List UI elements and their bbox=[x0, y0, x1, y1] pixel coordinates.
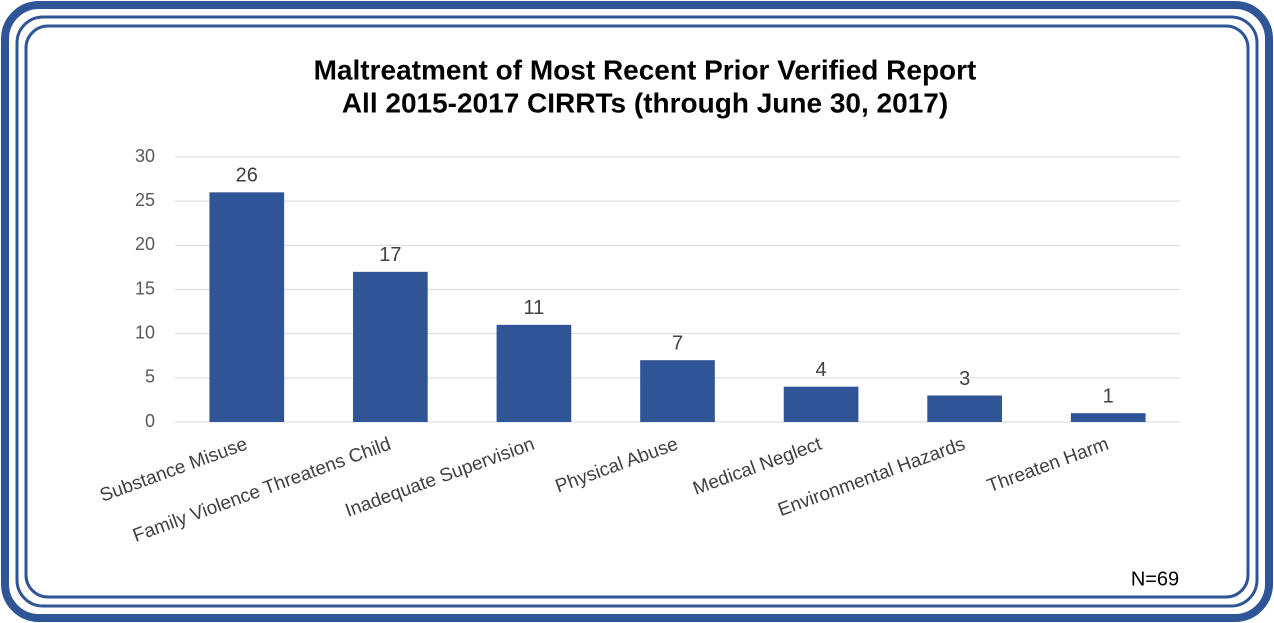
bar bbox=[1070, 413, 1146, 422]
bar bbox=[783, 386, 859, 422]
x-tick-label: Threaten Harm bbox=[984, 434, 1111, 497]
x-tick-label: Family Violence Threatens Child bbox=[130, 434, 394, 547]
y-tick-label: 30 bbox=[135, 146, 155, 166]
bar bbox=[927, 395, 1002, 422]
bar bbox=[496, 324, 572, 422]
y-tick-label: 15 bbox=[135, 278, 155, 298]
y-tick-label: 20 bbox=[135, 234, 155, 254]
y-tick-label: 0 bbox=[145, 411, 155, 431]
frame-middle bbox=[15, 15, 1259, 608]
frame-inner bbox=[24, 24, 1250, 599]
data-label: 11 bbox=[524, 297, 545, 319]
y-tick-label: 25 bbox=[135, 190, 155, 210]
annotation: N=69 bbox=[1131, 568, 1179, 590]
bar bbox=[353, 271, 428, 422]
chart-subtitle: All 2015-2017 CIRRTs (through June 30, 2… bbox=[342, 87, 948, 118]
x-tick-label: Physical Abuse bbox=[553, 434, 681, 498]
data-label: 4 bbox=[816, 359, 827, 381]
chart-title: Maltreatment of Most Recent Prior Verifi… bbox=[314, 54, 977, 85]
y-tick-label: 10 bbox=[135, 322, 155, 342]
data-label: 7 bbox=[672, 332, 683, 354]
data-label: 17 bbox=[379, 244, 401, 266]
bar bbox=[640, 360, 715, 422]
data-label: 3 bbox=[959, 368, 970, 390]
data-label: 1 bbox=[1103, 385, 1114, 407]
bar bbox=[209, 192, 285, 422]
y-tick-label: 5 bbox=[145, 367, 155, 387]
data-label: 26 bbox=[236, 165, 258, 187]
